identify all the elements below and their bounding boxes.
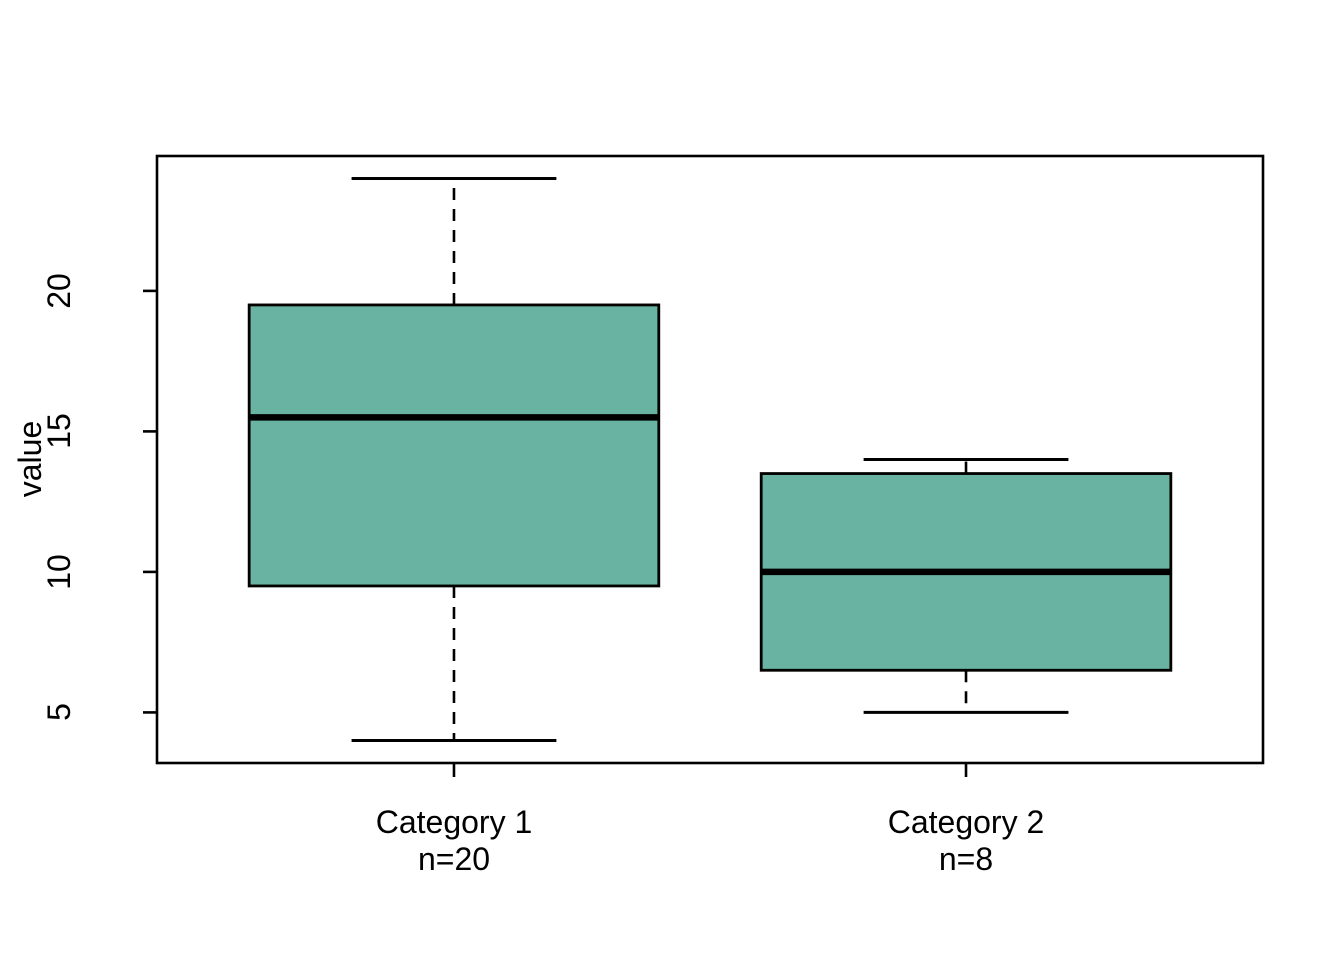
y-tick-label-15: 15 [41,413,77,449]
x-category-label-1: Category 1 [375,804,533,840]
y-tick-label-5: 5 [41,703,77,721]
x-count-label-1: n=20 [417,841,491,877]
y-tick-label-10: 10 [41,554,77,590]
plot-border [155,154,1265,765]
iqr-box [247,303,661,588]
y-tick-label-20: 20 [41,273,77,309]
x-count-label-2: n=8 [938,841,994,877]
x-category-label-2: Category 2 [887,804,1045,840]
